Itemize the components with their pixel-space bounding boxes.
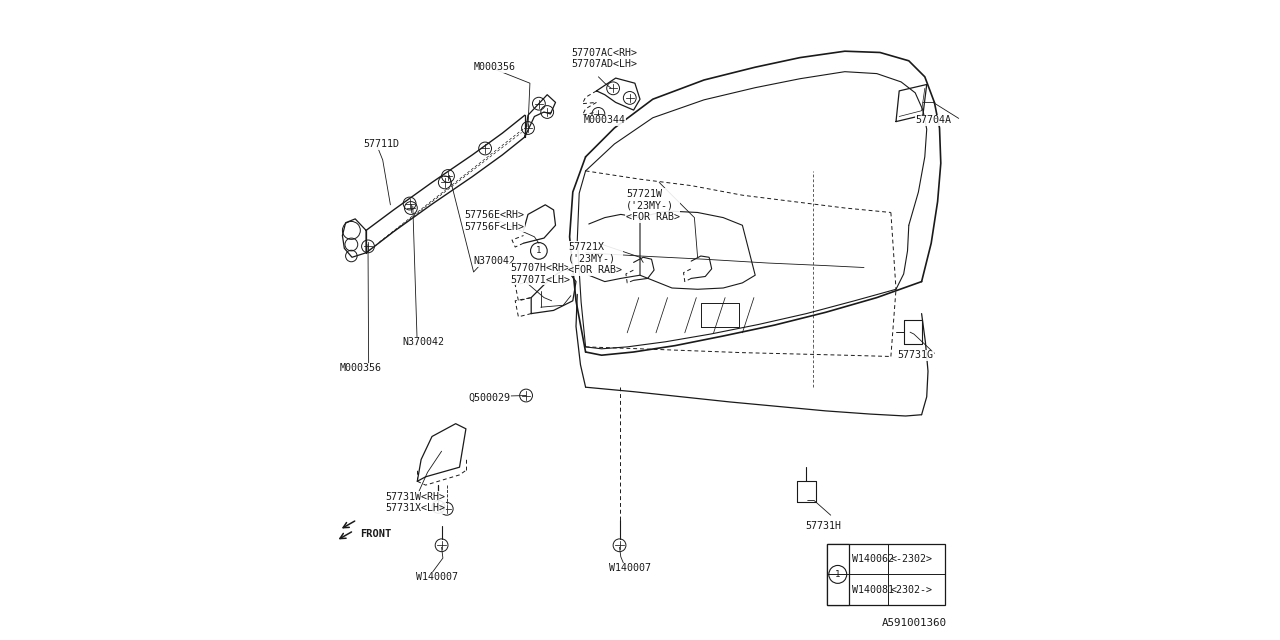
Text: Q500029: Q500029 — [468, 393, 511, 403]
Text: W140062: W140062 — [852, 554, 893, 564]
Text: W140081: W140081 — [852, 584, 893, 595]
Text: <-2302>: <-2302> — [891, 554, 933, 564]
Bar — [827, 544, 945, 605]
Text: W140007: W140007 — [609, 563, 652, 573]
Text: 57721W
('23MY-)
<FOR RAB>: 57721W ('23MY-) <FOR RAB> — [626, 189, 680, 222]
Text: N370042: N370042 — [402, 337, 444, 348]
Text: M000356: M000356 — [339, 363, 381, 373]
Bar — [827, 544, 849, 605]
Text: 57707H<RH>
57707I<LH>: 57707H<RH> 57707I<LH> — [511, 263, 571, 285]
Text: 57756E<RH>
57756F<LH>: 57756E<RH> 57756F<LH> — [465, 210, 524, 232]
Text: 1: 1 — [835, 570, 841, 579]
Text: 57704A: 57704A — [915, 115, 951, 125]
Text: 57711D: 57711D — [364, 139, 399, 149]
Text: FRONT: FRONT — [360, 529, 390, 540]
Text: W140007: W140007 — [416, 572, 458, 582]
Text: 57731H: 57731H — [805, 521, 841, 531]
Text: 1: 1 — [536, 246, 541, 255]
Text: 57731W<RH>
57731X<LH>: 57731W<RH> 57731X<LH> — [385, 492, 445, 513]
Text: 57731G: 57731G — [897, 350, 933, 360]
Text: N370042: N370042 — [474, 256, 516, 266]
Text: 57707AC<RH>
57707AD<LH>: 57707AC<RH> 57707AD<LH> — [571, 47, 637, 69]
Text: M000344: M000344 — [584, 115, 626, 125]
Text: A591001360: A591001360 — [882, 618, 947, 628]
Text: 57721X
('23MY-)
<FOR RAB>: 57721X ('23MY-) <FOR RAB> — [568, 242, 622, 275]
Text: <2302->: <2302-> — [891, 584, 933, 595]
Text: M000356: M000356 — [474, 62, 516, 72]
